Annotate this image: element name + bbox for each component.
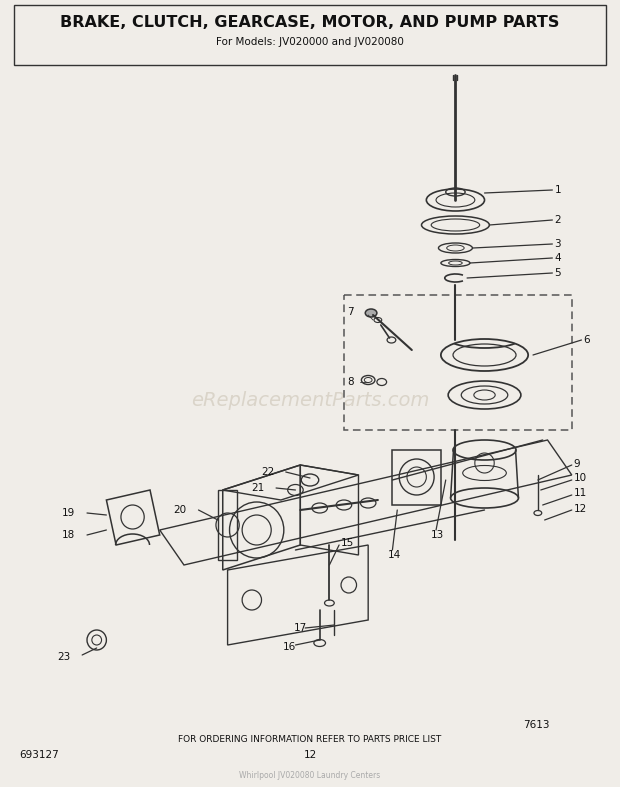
Text: 21: 21	[251, 483, 265, 493]
Bar	[392, 450, 441, 505]
Text: 4: 4	[554, 253, 561, 263]
Text: For Models: JV020000 and JV020080: For Models: JV020000 and JV020080	[216, 37, 404, 47]
Text: eReplacementParts.com: eReplacementParts.com	[191, 390, 429, 409]
Text: 10: 10	[574, 473, 587, 483]
Text: 13: 13	[431, 530, 445, 540]
Text: 19: 19	[62, 508, 76, 518]
Text: 6: 6	[583, 335, 590, 345]
Text: 15: 15	[341, 538, 354, 548]
Text: 7613: 7613	[523, 720, 550, 730]
Text: 18: 18	[62, 530, 76, 540]
Text: 2: 2	[554, 215, 561, 225]
Text: 12: 12	[574, 504, 587, 514]
Bar	[14, 5, 606, 65]
Text: 22: 22	[261, 467, 274, 477]
Ellipse shape	[365, 309, 377, 317]
Text: 16: 16	[283, 642, 296, 652]
Bar	[344, 295, 572, 430]
Text: 5: 5	[554, 268, 561, 278]
Text: 693127: 693127	[19, 750, 59, 760]
Text: 3: 3	[554, 239, 561, 249]
Text: 7: 7	[347, 307, 353, 317]
Text: BRAKE, CLUTCH, GEARCASE, MOTOR, AND PUMP PARTS: BRAKE, CLUTCH, GEARCASE, MOTOR, AND PUMP…	[60, 14, 560, 29]
Text: 9: 9	[574, 459, 580, 469]
Text: 8: 8	[347, 377, 353, 387]
Text: 20: 20	[174, 505, 187, 515]
Text: 17: 17	[293, 623, 307, 633]
Text: 1: 1	[554, 185, 561, 195]
Text: 11: 11	[574, 488, 587, 498]
Text: FOR ORDERING INFORMATION REFER TO PARTS PRICE LIST: FOR ORDERING INFORMATION REFER TO PARTS …	[179, 736, 441, 745]
Text: Whirlpool JV020080 Laundry Centers: Whirlpool JV020080 Laundry Centers	[239, 770, 381, 779]
Text: 23: 23	[57, 652, 71, 662]
Text: 12: 12	[303, 750, 317, 760]
Bar	[218, 490, 237, 560]
Text: 14: 14	[388, 550, 401, 560]
